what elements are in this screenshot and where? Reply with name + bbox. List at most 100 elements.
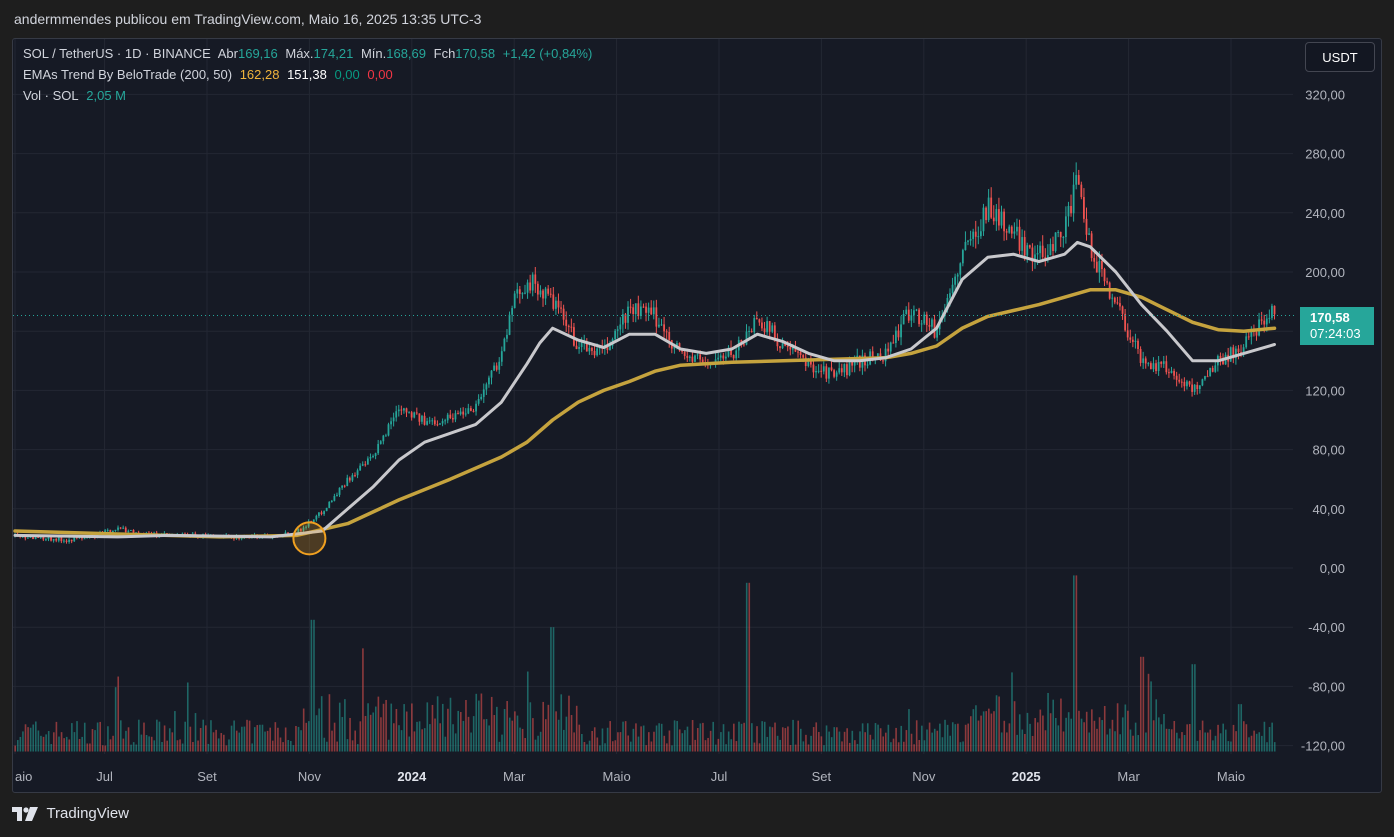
- currency-button[interactable]: USDT: [1305, 42, 1375, 72]
- candle-body: [184, 533, 186, 535]
- volume-bar: [684, 730, 686, 752]
- volume-bar: [1003, 720, 1006, 752]
- candle-body: [1263, 320, 1266, 325]
- volume-bar: [637, 736, 640, 752]
- volume-bar: [320, 696, 323, 752]
- volume-bar: [511, 720, 514, 752]
- volume-bar: [1271, 722, 1273, 752]
- volume-bar: [1261, 735, 1263, 752]
- volume-bar: [563, 729, 565, 752]
- volume-bar: [678, 729, 681, 752]
- volume-bar: [544, 719, 547, 752]
- candle-body: [57, 537, 60, 541]
- candle-body: [673, 346, 676, 349]
- x-axis-tick-label: Jul: [711, 769, 728, 784]
- volume-bar: [323, 737, 326, 752]
- candle-body: [320, 512, 323, 515]
- volume-bar: [1273, 742, 1276, 752]
- change-value: +1,42 (+0,84%): [502, 46, 593, 61]
- y-axis-tick-label: 0,00: [1320, 561, 1345, 576]
- candle-body: [987, 197, 990, 221]
- volume-bar: [305, 722, 308, 752]
- volume-bar: [1057, 725, 1060, 752]
- price-chart[interactable]: 320,00280,00240,00200,00160,00120,0080,0…: [13, 39, 1382, 793]
- volume-bar: [354, 730, 356, 752]
- candle-body: [346, 477, 349, 487]
- volume-bar: [168, 728, 171, 752]
- volume-bar: [215, 729, 217, 752]
- candle-body: [1196, 384, 1199, 390]
- candle-body: [1000, 211, 1003, 226]
- candle-body: [1111, 297, 1114, 299]
- candle-body: [1222, 359, 1224, 365]
- volume-bar: [915, 720, 918, 752]
- candle-body: [1137, 340, 1139, 349]
- volume-bar: [91, 729, 94, 752]
- footer-brand[interactable]: TradingView: [12, 805, 129, 827]
- volume-bar: [362, 648, 364, 752]
- candle-body: [403, 408, 405, 411]
- volume-bar: [1119, 734, 1121, 752]
- volume-bar: [439, 723, 441, 752]
- candle-body: [1116, 302, 1119, 304]
- candle-body: [1088, 233, 1090, 235]
- volume-bar: [436, 696, 439, 752]
- volume-bar: [63, 738, 65, 752]
- candle-body: [928, 325, 931, 327]
- volume-bar: [179, 739, 181, 752]
- volume-bar: [617, 732, 619, 752]
- y-axis-tick-label: 120,00: [1305, 383, 1345, 398]
- candle-body: [701, 359, 704, 364]
- x-axis-tick-label: aio: [15, 769, 32, 784]
- candle-body: [830, 367, 833, 371]
- volume-bar: [488, 725, 490, 752]
- candle-body: [307, 521, 310, 527]
- candle-body: [446, 414, 449, 421]
- volume-bar: [27, 727, 29, 752]
- volume-bar: [297, 726, 300, 752]
- volume-bar: [640, 726, 642, 752]
- candle-body: [1034, 254, 1036, 262]
- candle-body: [956, 274, 959, 277]
- candle-body: [70, 539, 73, 542]
- volume-bar: [1016, 734, 1018, 752]
- volume-bar: [823, 745, 825, 752]
- volume-bar: [1060, 698, 1062, 752]
- symbol-title[interactable]: SOL / TetherUS · 1D · BINANCE: [23, 46, 211, 61]
- candle-body: [114, 529, 117, 531]
- volume-bar: [794, 744, 797, 752]
- candle-body: [745, 331, 748, 345]
- last-price-tag: 170,58 07:24:03: [1300, 307, 1374, 345]
- candle-body: [969, 238, 972, 241]
- volume-bar: [781, 727, 784, 752]
- volume-bar: [936, 730, 939, 752]
- candle-body: [539, 290, 542, 295]
- volume-bar: [1098, 717, 1101, 752]
- volume-bar: [951, 722, 954, 752]
- volume-bar: [702, 722, 704, 752]
- candle-body: [722, 355, 725, 359]
- candle-body: [369, 457, 372, 459]
- volume-bar: [820, 736, 823, 752]
- volume-bar: [109, 739, 112, 752]
- candle-body: [1039, 245, 1042, 254]
- volume-bar: [1147, 673, 1150, 752]
- candle-body: [385, 435, 387, 437]
- volume-bar: [818, 731, 820, 752]
- candle-body: [531, 274, 534, 291]
- candle-body: [812, 364, 815, 373]
- volume-bar: [565, 716, 568, 752]
- volume-bar: [1034, 718, 1036, 752]
- candle-body: [1057, 232, 1060, 234]
- chart-panel[interactable]: 320,00280,00240,00200,00160,00120,0080,0…: [12, 38, 1382, 793]
- volume-bar: [751, 723, 753, 752]
- volume-bar: [622, 721, 624, 752]
- volume-label[interactable]: Vol · SOL: [23, 88, 79, 103]
- high-value: 174,21: [313, 46, 354, 61]
- volume-bar: [588, 740, 591, 752]
- volume-bar: [985, 711, 988, 752]
- candle-body: [802, 355, 805, 358]
- indicator-name[interactable]: EMAs Trend By BeloTrade (200, 50): [23, 67, 233, 82]
- volume-bar: [650, 741, 653, 752]
- volume-bar: [763, 721, 766, 752]
